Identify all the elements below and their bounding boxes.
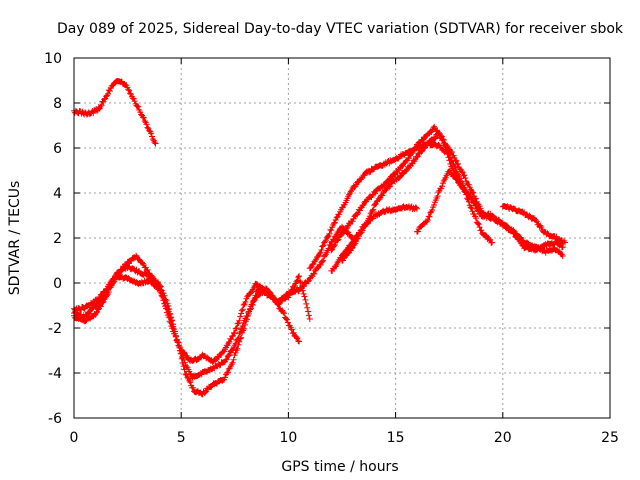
y-tick-label: -4: [48, 366, 62, 382]
y-tick-label: 8: [53, 96, 62, 112]
x-tick-label: 15: [387, 430, 405, 446]
y-tick-label: -2: [48, 321, 62, 337]
x-axis-ticks: 0 5 10 15 20 25: [70, 58, 619, 446]
chart-title: Day 089 of 2025, Sidereal Day-to-day VTE…: [57, 21, 624, 37]
y-tick-label: 4: [53, 186, 62, 202]
series-markers: [339, 130, 485, 264]
y-axis-ticks: -6 -4 -2 0 2 4 6 8 10: [44, 51, 610, 427]
series-markers: [499, 203, 568, 246]
x-tick-label: 5: [177, 430, 186, 446]
series-track-j: [339, 130, 485, 264]
x-tick-label: 25: [601, 430, 619, 446]
y-tick-label: 6: [53, 141, 62, 157]
y-tick-label: -6: [48, 411, 62, 427]
y-axis-label: SDTVAR / TECUs: [7, 181, 23, 296]
x-tick-label: 20: [494, 430, 512, 446]
y-tick-label: 10: [44, 51, 62, 67]
x-axis-label: GPS time / hours: [281, 459, 398, 475]
x-tick-label: 0: [70, 430, 79, 446]
series-track-i: [499, 203, 568, 246]
y-tick-label: 2: [53, 231, 62, 247]
x-tick-label: 10: [279, 430, 297, 446]
y-tick-label: 0: [53, 276, 62, 292]
